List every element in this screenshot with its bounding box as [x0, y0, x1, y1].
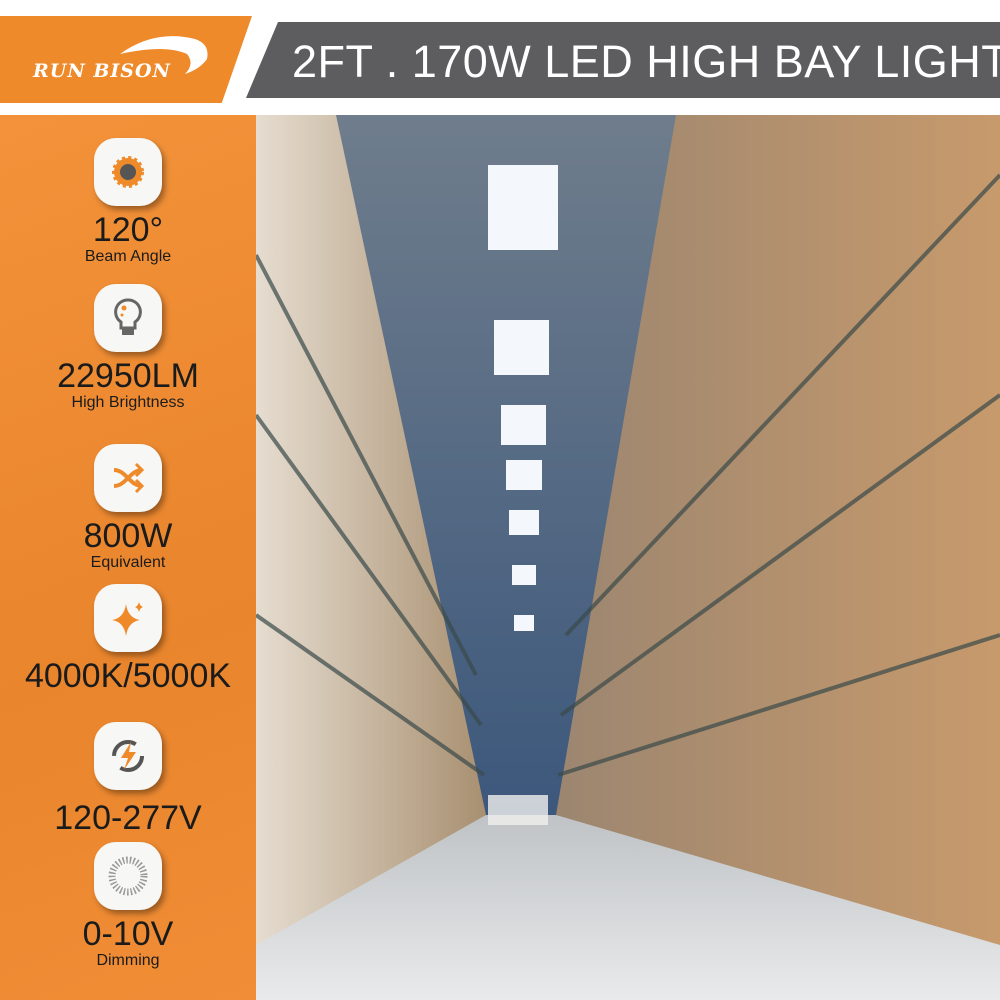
warehouse-photo — [256, 115, 1000, 1000]
feature-label: High Brightness — [71, 394, 185, 411]
feature-value: 120-277V — [54, 799, 202, 837]
feature-label: Beam Angle — [84, 248, 172, 265]
feature-value: 800W — [83, 517, 173, 555]
power-bolt-icon — [94, 722, 162, 790]
page-title: 2FT . 170W LED HIGH BAY LIGHT — [292, 36, 1000, 87]
feature-equivalent: 800W Equivalent — [0, 444, 256, 572]
feature-label: Equivalent — [90, 554, 166, 571]
feature-label: Dimming — [96, 952, 160, 969]
feature-beam-angle: 120° Beam Angle — [0, 138, 256, 266]
feature-color-temp: 4000K/5000K — [0, 584, 256, 694]
title-banner — [246, 22, 1000, 98]
feature-value: 22950LM — [57, 357, 199, 395]
feature-value: 0-10V — [82, 915, 174, 953]
light-bulb-icon — [94, 284, 162, 352]
shuffle-arrows-icon — [94, 444, 162, 512]
bison-logo-icon — [120, 36, 208, 74]
feature-value: 4000K/5000K — [24, 657, 232, 695]
feature-value: 120° — [92, 211, 164, 249]
feature-dimming: 0-10V Dimming — [0, 842, 256, 970]
dimmer-icon — [94, 842, 162, 910]
feature-brightness: 22950LM High Brightness — [0, 284, 256, 412]
sun-icon — [94, 138, 162, 206]
brand-banner — [0, 16, 252, 103]
feature-voltage: 120-277V — [0, 722, 256, 836]
brand-name: RUN BISON — [33, 60, 171, 82]
sparkle-icon — [94, 584, 162, 652]
